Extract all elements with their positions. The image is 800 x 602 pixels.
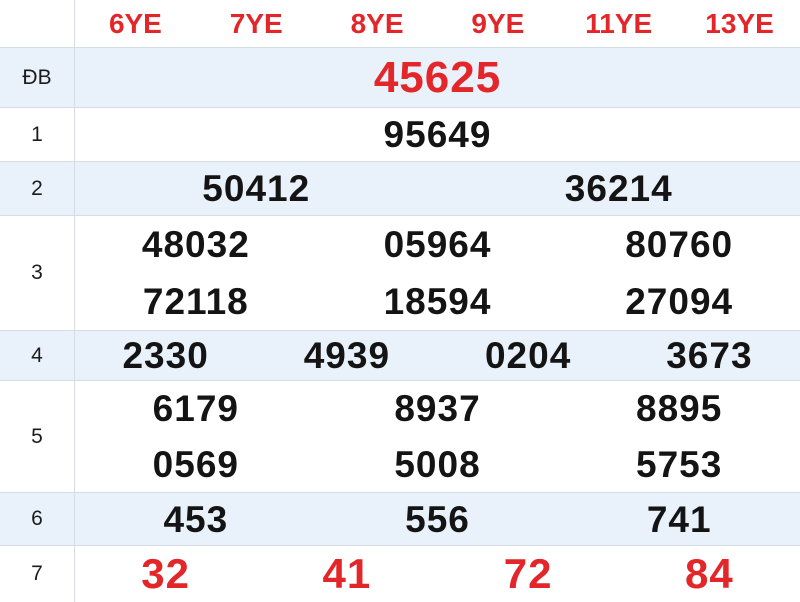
row-label: 6	[0, 493, 75, 545]
prize-value: 453	[163, 498, 229, 540]
row-label: ĐB	[0, 48, 75, 107]
prize-value: 3673	[666, 335, 753, 376]
prize-value: 80760	[625, 224, 734, 265]
prize-value: 27094	[625, 281, 734, 322]
prize-value: 36214	[564, 168, 673, 209]
prize-value: 6179	[152, 388, 239, 430]
table-row-prize-7: 7 32 41 72 84	[0, 546, 800, 602]
row-label: 3	[0, 216, 75, 330]
column-header: 6YE	[108, 7, 162, 39]
prize-value: 32	[141, 550, 190, 597]
column-header: 8YE	[350, 7, 404, 39]
table-row-special-prize: ĐB 45625	[0, 48, 800, 108]
prize-value: 741	[646, 498, 712, 540]
column-header: 11YE	[585, 7, 653, 39]
row-label: 1	[0, 108, 75, 161]
prize-value: 0569	[152, 443, 239, 485]
table-row-prize-2: 2 50412 36214	[0, 162, 800, 216]
prize-value: 18594	[383, 281, 492, 322]
header-corner-cell	[0, 0, 75, 47]
prize-value: 8895	[636, 388, 723, 430]
prize-value: 72	[503, 550, 553, 597]
prize-value: 556	[405, 498, 470, 540]
table-row-prize-5: 5 6179 8937 8895 0569 5008 5753	[0, 381, 800, 493]
prize-value: 8937	[394, 388, 481, 430]
prize-value: 0204	[484, 335, 572, 376]
prize-value: 72118	[142, 281, 249, 322]
prize-value: 41	[322, 550, 372, 597]
column-header: 7YE	[229, 7, 283, 39]
table-row-prize-3: 3 48032 05964 80760 72118 18594 27094	[0, 216, 800, 331]
prize-value: 5008	[394, 443, 481, 485]
prize-value: 4939	[303, 335, 391, 376]
row-label: 4	[0, 331, 75, 380]
prize-value: 05964	[383, 224, 492, 265]
column-header: 13YE	[705, 7, 774, 39]
prize-value: 84	[685, 550, 734, 597]
table-row-prize-1: 1 95649	[0, 108, 800, 162]
prize-value: 95649	[383, 114, 492, 155]
column-header: 9YE	[471, 7, 525, 39]
prize-value: 50412	[202, 168, 311, 209]
prize-value: 45625	[373, 52, 502, 102]
row-label: 2	[0, 162, 75, 215]
table-row-prize-4: 4 2330 4939 0204 3673	[0, 331, 800, 381]
row-label: 5	[0, 381, 75, 492]
prize-value: 48032	[141, 224, 250, 265]
row-label: 7	[0, 546, 75, 602]
header-row: 6YE 7YE 8YE 9YE 11YE 13YE	[0, 0, 800, 48]
prize-value: 5753	[636, 443, 723, 485]
table-row-prize-6: 6 453 556 741	[0, 493, 800, 546]
prize-value: 2330	[122, 335, 209, 376]
